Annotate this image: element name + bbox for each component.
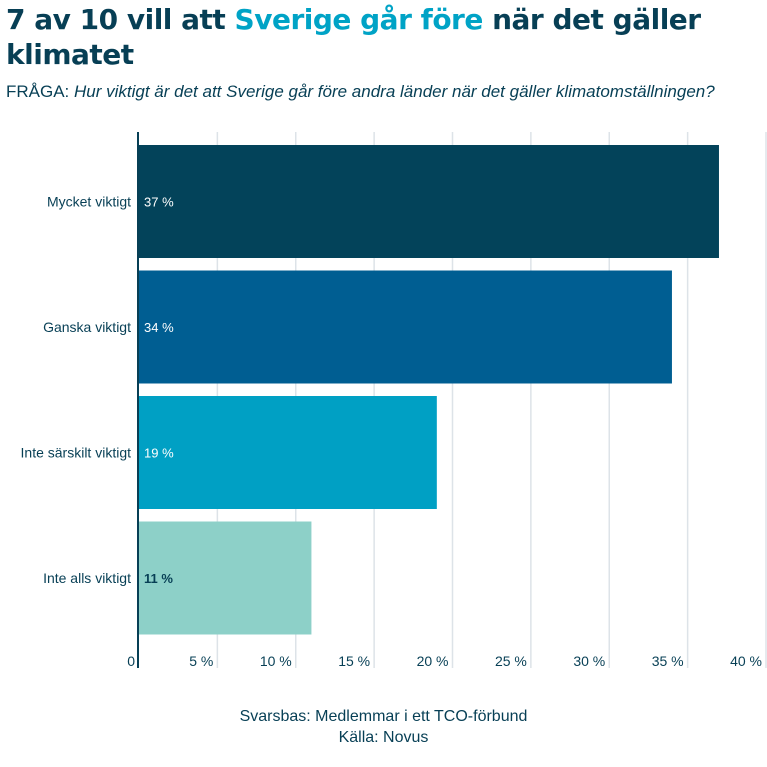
category-label: Inte alls viktigt [43, 570, 131, 586]
footer-base: Svarsbas: Medlemmar i ett TCO-förbund [239, 708, 528, 725]
tick-label: 10 % [260, 653, 292, 669]
question-prefix: FRÅGA: [6, 82, 75, 101]
value-label: 11 % [144, 571, 173, 586]
category-label: Ganska viktigt [43, 319, 131, 335]
value-label: 19 % [144, 446, 174, 461]
value-label: 34 % [144, 320, 174, 335]
category-label: Mycket viktigt [47, 194, 131, 210]
value-label: 37 % [144, 195, 174, 210]
tick-label: 15 % [338, 653, 370, 669]
tick-label: 40 % [730, 653, 762, 669]
chart-title: 7 av 10 vill att Sverige går före när de… [6, 2, 766, 72]
title-part1: 7 av 10 vill att [6, 3, 235, 36]
category-label: Inte särskilt viktigt [21, 445, 132, 461]
footer-source: Källa: Novus [338, 729, 429, 746]
bar [139, 521, 312, 635]
tick-label: 20 % [417, 653, 449, 669]
bar [139, 145, 719, 258]
bars [139, 145, 719, 635]
tick-labels: 0 5 % 10 % 15 % 20 % 25 % 30 % 35 % 40 % [127, 653, 762, 669]
title-part2: när det gäller klimatet [6, 3, 701, 71]
survey-question: FRÅGA: Hur viktigt är det att Sverige gå… [6, 82, 715, 102]
tick-label: 0 [127, 653, 135, 669]
tick-label: 5 % [189, 653, 213, 669]
tick-label: 35 % [652, 653, 684, 669]
tick-label: 25 % [495, 653, 527, 669]
tick-label: 30 % [573, 653, 605, 669]
question-text: Hur viktigt är det att Sverige går före … [74, 82, 715, 101]
title-highlight: Sverige går före [234, 3, 484, 36]
bar [139, 396, 437, 509]
bar [139, 270, 672, 384]
category-labels: Mycket viktigt Ganska viktigt Inte särskil… [21, 194, 132, 587]
value-labels: 37 % 34 % 19 % 11 % [144, 195, 174, 587]
